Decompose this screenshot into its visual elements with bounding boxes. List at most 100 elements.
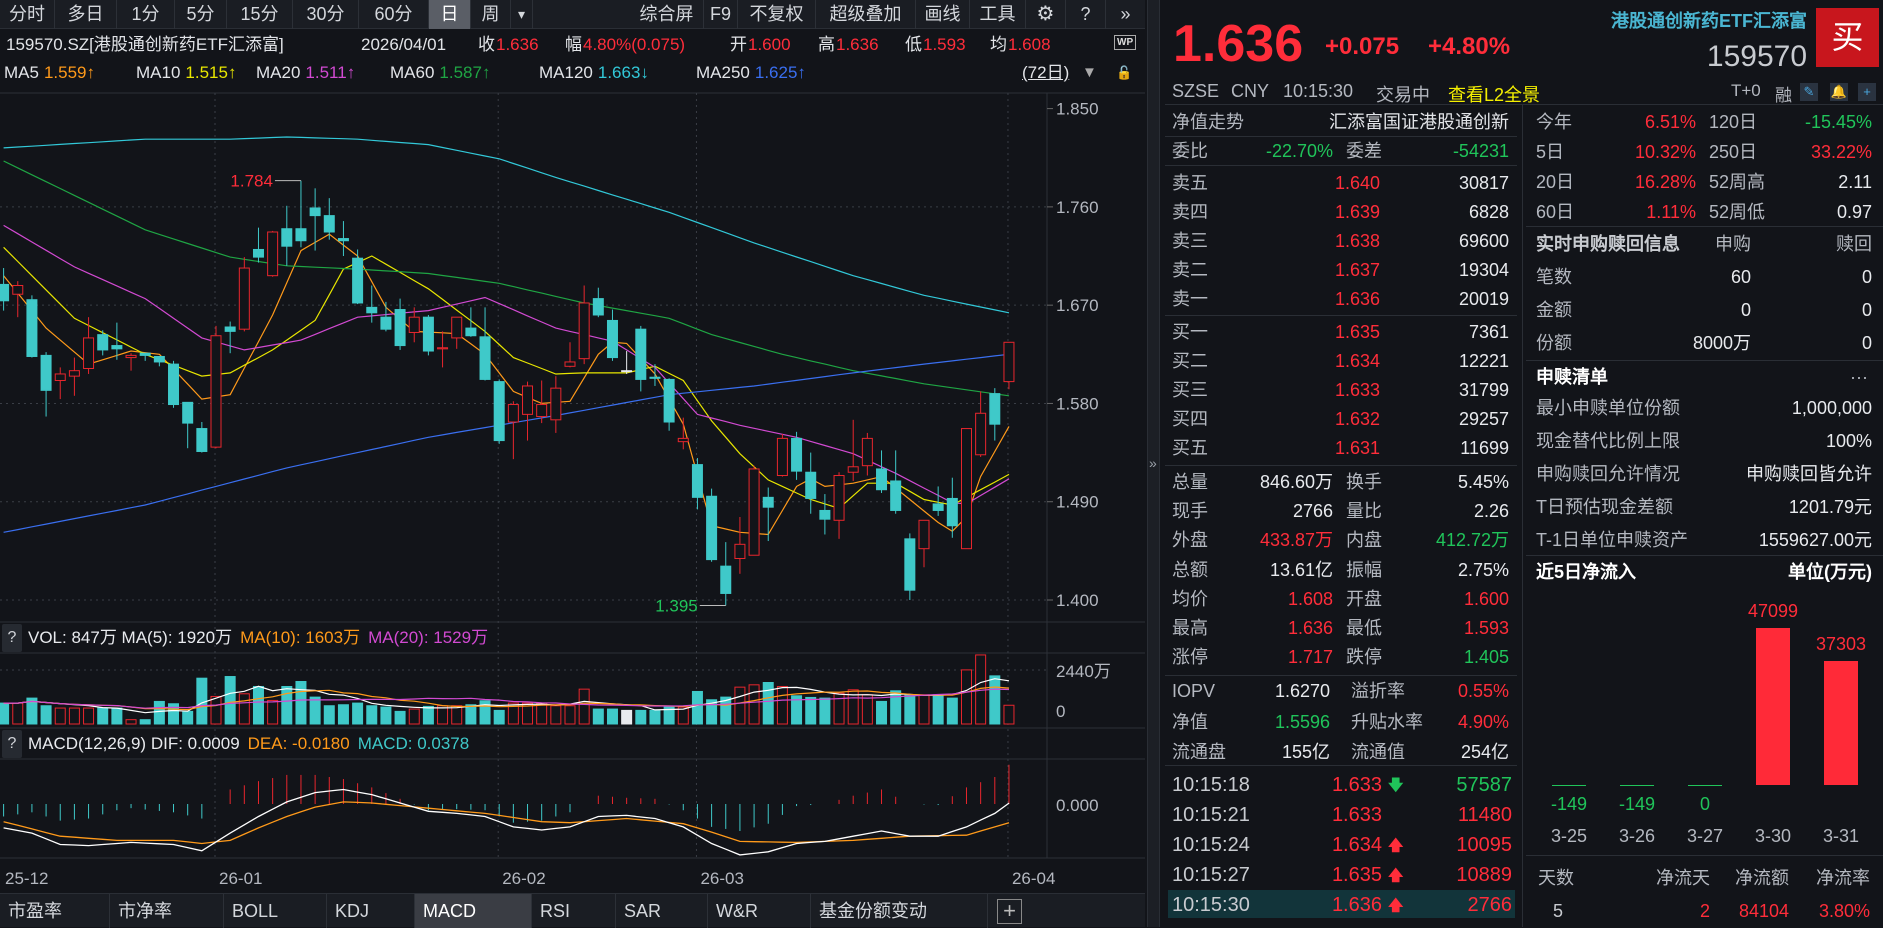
info-close: 1.636	[496, 35, 539, 54]
period-tab-1[interactable]: 多日	[55, 0, 117, 29]
period-tab-3[interactable]: 5分	[175, 0, 227, 29]
toolbar-button-2[interactable]: 不复权	[738, 0, 816, 29]
candle-body	[621, 370, 633, 373]
l2-view-link[interactable]: 查看L2全景	[1448, 85, 1541, 105]
candle-body	[649, 376, 661, 379]
toolbar-button-1[interactable]: F9	[704, 0, 738, 29]
candle-body	[776, 437, 788, 477]
stat-row-cell: 2766	[1292, 501, 1333, 522]
candle-body	[451, 316, 463, 339]
indicator-tab-8[interactable]: 基金份额变动	[811, 894, 988, 928]
bid-level-row-cell: 买一	[1172, 322, 1208, 342]
summary-values-cell: 84104	[1738, 901, 1789, 921]
volume-bar	[960, 669, 972, 725]
indicator-tab-2[interactable]: BOLL	[224, 894, 327, 928]
subscription-row-cell: 0	[1740, 300, 1751, 320]
toolbar-button-3[interactable]: 超级叠加	[816, 0, 916, 29]
tick-row-cell: 10889	[1456, 864, 1512, 886]
indicator-tab-0[interactable]: 市盈率	[0, 894, 110, 928]
candle-body	[861, 437, 873, 467]
indicator-tab-4[interactable]: MACD	[415, 894, 532, 928]
info-range: 4.80%(0.075)	[583, 35, 686, 54]
volume-bar	[493, 709, 505, 725]
candle-body	[720, 565, 732, 594]
period-tab-8[interactable]: 周	[471, 0, 511, 29]
ma-value: 1.559↑	[43, 63, 96, 82]
candle-body	[210, 335, 222, 448]
divider	[1526, 360, 1883, 361]
etf-stat-row-cell: 溢折率	[1351, 681, 1405, 701]
volume-help-icon[interactable]: ?	[2, 624, 22, 652]
last-price: 1.636	[1173, 15, 1304, 73]
ma-line-ma250	[3, 353, 1010, 533]
toolbar-button-0[interactable]: 综合屏	[630, 0, 704, 29]
creation-list-row-cell: T-1日单位申赎资产	[1536, 530, 1689, 550]
candle-body	[762, 496, 774, 508]
summary-values-cell: 5	[1553, 901, 1564, 921]
edit-icon[interactable]: ✎	[1800, 83, 1818, 101]
stat-row-cell: 1.717	[1287, 647, 1333, 668]
add-icon[interactable]: +	[1858, 83, 1876, 101]
indicator-tab-6[interactable]: SAR	[616, 894, 708, 928]
ma-label: MA250	[696, 63, 750, 82]
dropdown-triangle-icon[interactable]: ▼	[1082, 64, 1097, 81]
tick-row-cell: 2766	[1467, 894, 1513, 916]
kline-chart[interactable]: 1.850 1.760 1.670 1.580 1.490 1.400 25-12 26-01…	[0, 0, 1145, 893]
ma-line-ma60	[3, 160, 1010, 397]
indicator-tab-1[interactable]: 市净率	[110, 894, 224, 928]
date-axis-label: 25-12	[5, 869, 48, 888]
toolbar-button-4[interactable]: 画线	[916, 0, 970, 29]
candle-body	[83, 337, 95, 369]
period-tab-0[interactable]: 分时	[0, 0, 55, 29]
etf-stat-row-cell: 4.90%	[1457, 711, 1509, 732]
summary-values-cell: 3.80%	[1818, 901, 1870, 921]
volume-bar	[918, 694, 930, 725]
lock-open-icon[interactable]: 🔓	[1116, 65, 1133, 80]
indicator-tab-5[interactable]: RSI	[532, 894, 616, 928]
period-tab-4[interactable]: 15分	[227, 0, 293, 29]
period-tab-7[interactable]: 日	[429, 0, 471, 29]
ask-level-row-cell: 1.637	[1334, 260, 1380, 280]
stat-row-cell: 846.60万	[1259, 472, 1333, 492]
creation-list-row-cell: 申购赎回皆允许	[1746, 464, 1872, 484]
wp-icon[interactable]: WP	[1114, 35, 1137, 50]
stat-row-cell: 换手	[1346, 472, 1382, 492]
volume-bar	[847, 689, 859, 725]
buy-button[interactable]: 买	[1816, 8, 1879, 67]
period-tab-5[interactable]: 30分	[293, 0, 359, 29]
candle-body	[960, 428, 972, 550]
candle-body	[946, 497, 958, 527]
ma-label: MA60	[390, 63, 435, 82]
indicator-tab-7[interactable]: W&R	[708, 894, 811, 928]
panel-splitter[interactable]: »	[1147, 0, 1160, 927]
candle-body	[975, 412, 987, 456]
indicator-tab-3[interactable]: KDJ	[327, 894, 415, 928]
info-symbol: 159570.SZ[港股通创新药ETF汇添富]	[6, 35, 284, 54]
candle-body	[12, 285, 24, 295]
volume-bar	[833, 692, 845, 725]
volume-bar	[479, 700, 491, 725]
candle-body	[352, 257, 364, 304]
ask-level-row-cell: 1.636	[1334, 289, 1380, 309]
add-tab-button[interactable]: +	[997, 899, 1022, 924]
toolbar-button-5[interactable]: 工具	[970, 0, 1026, 29]
volume-bar	[663, 706, 675, 725]
gear-icon[interactable]: ⚙	[1026, 0, 1066, 29]
etf-stat-row-cell: 净值	[1172, 711, 1208, 732]
ma-value: 1.587↑	[439, 63, 491, 82]
help-icon[interactable]: ?	[1066, 0, 1106, 29]
expand-icon[interactable]: »	[1120, 4, 1131, 24]
candle-body	[791, 437, 803, 472]
expand-panel-icon[interactable]: »	[1149, 455, 1157, 471]
volume-bar	[408, 708, 420, 725]
candle-body	[932, 503, 944, 511]
bell-icon[interactable]: 🔔	[1830, 83, 1848, 101]
volume-bar	[40, 705, 52, 725]
more-periods-dropdown-icon[interactable]: ▾	[511, 0, 533, 29]
candle-body	[111, 345, 123, 350]
divider	[1526, 855, 1883, 856]
period-tab-2[interactable]: 1分	[117, 0, 175, 29]
macd-help-icon[interactable]: ?	[2, 730, 22, 758]
period-tab-6[interactable]: 60分	[359, 0, 429, 29]
period-select-dropdown[interactable]: (72日)	[1022, 63, 1070, 82]
